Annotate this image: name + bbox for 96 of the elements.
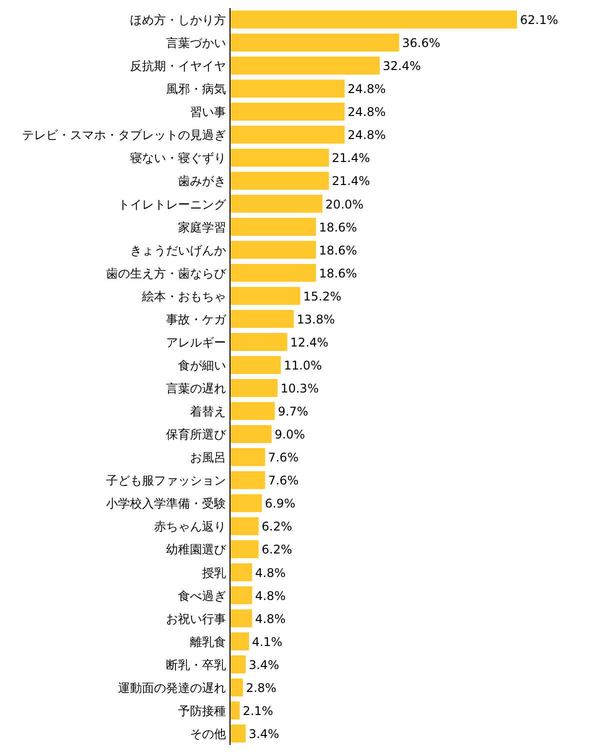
y-tick-label: 事故・ケガ (166, 312, 227, 326)
data-label: 18.6% (318, 266, 358, 280)
data-label: 18.6% (318, 243, 358, 258)
data-label: 6.9% (264, 496, 296, 511)
bar (230, 80, 345, 98)
y-tick-label: 寝ない・寝ぐずり (130, 151, 226, 166)
bar (230, 240, 316, 259)
y-tick-label: お風呂 (190, 450, 226, 465)
data-label: 7.6% (268, 450, 299, 465)
bar (230, 448, 266, 466)
bar (230, 102, 345, 121)
bar (230, 148, 329, 167)
y-tick-label: 赤ちゃん返り (154, 520, 226, 534)
bar (230, 286, 300, 305)
bar (230, 586, 252, 604)
data-label: 2.8% (246, 680, 276, 695)
y-tick-label: 子ども服ファッション (106, 474, 226, 488)
y-tick-label: 着替え (190, 404, 226, 419)
data-label: 11.0% (284, 358, 322, 372)
data-label: 9.0% (274, 428, 306, 442)
y-tick-label: 絵本・おもちゃ (141, 289, 226, 304)
bar (230, 540, 259, 558)
data-label: 7.6% (268, 474, 299, 488)
bar (230, 172, 329, 190)
bar (230, 56, 380, 75)
y-tick-label: 保育所選び (166, 428, 227, 442)
bar (230, 563, 252, 582)
data-label: 21.4% (332, 174, 370, 188)
y-tick-label: 予防接種 (178, 704, 226, 718)
bar (230, 494, 262, 512)
data-label: 4.8% (255, 588, 286, 603)
data-label: 36.6% (402, 36, 440, 50)
y-tick-label: その他 (190, 726, 226, 741)
y-tick-label: 離乳食 (190, 634, 226, 649)
bar (230, 310, 294, 328)
y-tick-label: 運動面の発達の遅れ (118, 680, 226, 695)
bar (230, 402, 275, 420)
bar (230, 609, 252, 628)
y-tick-label: トイレトレーニング (118, 197, 227, 212)
data-label: 3.4% (248, 658, 280, 672)
y-tick-label: きょうだいげんか (130, 243, 226, 258)
data-label: 4.8% (255, 612, 286, 626)
y-tick-label: ほめ方・しかり方 (130, 13, 226, 28)
bar (230, 655, 246, 674)
data-label: 12.4% (290, 335, 328, 350)
bar (230, 425, 272, 444)
data-label: 24.8% (348, 82, 386, 96)
bar (230, 701, 240, 720)
data-label: 10.3% (280, 382, 319, 396)
data-label: 62.1% (520, 13, 558, 28)
y-tick-label: 小学校入学準備・受験 (106, 496, 226, 511)
bar (230, 724, 246, 742)
bar (230, 332, 288, 351)
y-tick-label: 風邪・病気 (166, 82, 226, 96)
data-label: 9.7% (278, 404, 308, 419)
y-tick-label: アレルギー (166, 335, 226, 350)
bar (230, 471, 266, 490)
y-tick-label: 授乳 (202, 566, 226, 580)
bar (230, 356, 281, 374)
bar (230, 678, 243, 696)
y-tick-label: 反抗期・イヤイヤ (130, 59, 226, 74)
data-label: 21.4% (332, 151, 370, 166)
y-tick-label: 言葉の遅れ (166, 382, 226, 396)
data-label: 24.8% (348, 105, 386, 120)
y-tick-label: 食が細い (178, 358, 226, 372)
bar (230, 126, 345, 144)
bar (230, 632, 249, 650)
data-label: 18.6% (318, 220, 358, 234)
data-label: 13.8% (296, 312, 335, 326)
bar (230, 10, 517, 28)
data-label: 3.4% (248, 726, 280, 741)
bar (230, 194, 322, 213)
bar (230, 264, 316, 282)
y-tick-label: 習い事 (190, 105, 226, 120)
y-tick-label: テレビ・スマホ・タブレットの見過ぎ (22, 128, 226, 142)
y-tick-label: 食べ過ぎ (178, 588, 226, 603)
bar (230, 517, 259, 536)
data-label: 20.0% (325, 197, 364, 212)
data-label: 6.2% (262, 542, 292, 557)
y-tick-label: 断乳・卒乳 (166, 658, 226, 672)
data-label: 24.8% (348, 128, 386, 142)
y-tick-label: 家庭学習 (178, 220, 226, 234)
data-label: 15.2% (303, 289, 342, 304)
data-label: 4.1% (252, 634, 282, 649)
data-label: 6.2% (262, 520, 292, 534)
data-label: 4.8% (255, 566, 286, 580)
bar (230, 379, 278, 397)
bar (230, 34, 400, 52)
data-label: 2.1% (242, 704, 274, 718)
y-tick-label: 歯の生え方・歯ならび (106, 266, 227, 280)
y-tick-label: 言葉づかい (166, 36, 226, 50)
data-label: 32.4% (382, 59, 421, 74)
y-tick-label: お祝い行事 (166, 612, 226, 626)
y-tick-label: 幼稚園選び (166, 542, 227, 557)
bar (230, 218, 316, 236)
y-tick-label: 歯みがき (178, 174, 226, 188)
